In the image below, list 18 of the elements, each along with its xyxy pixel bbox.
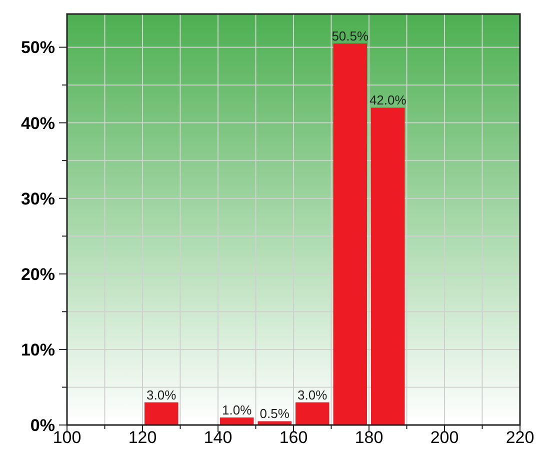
y-tick-label: 30% xyxy=(20,189,55,208)
data-label: 50.5% xyxy=(332,28,369,44)
data-label: 1.0% xyxy=(222,402,252,418)
x-tick-label: 220 xyxy=(506,428,534,447)
data-label: 0.5% xyxy=(260,406,290,422)
x-tick-label: 200 xyxy=(430,428,459,447)
x-tick-label: 180 xyxy=(354,428,384,447)
y-tick-label: 50% xyxy=(20,38,55,58)
x-tick-label: 160 xyxy=(279,428,308,447)
y-tick-label: 20% xyxy=(20,264,55,284)
x-tick-label: 140 xyxy=(204,428,232,447)
data-label: 3.0% xyxy=(298,387,328,402)
data-label: 3.0% xyxy=(146,387,177,402)
y-tick-label: 40% xyxy=(20,114,55,133)
data-label: 42.0% xyxy=(369,92,407,108)
y-tick-label: 0% xyxy=(30,416,55,435)
x-tick-label: 120 xyxy=(128,428,157,447)
y-tick-label: 10% xyxy=(20,340,55,360)
